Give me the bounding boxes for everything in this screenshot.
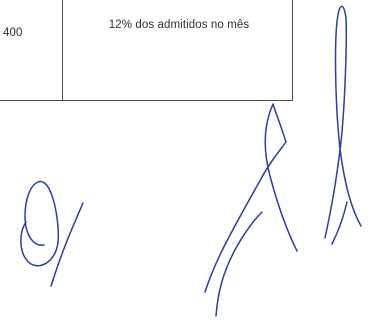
signature-left-loop [20,181,60,267]
signature-left-slash [50,202,84,287]
signature-right-small-swash [331,201,348,245]
signature-middle-curve [215,211,263,317]
table-right-border [292,0,293,101]
table-cell-value: 400 [3,27,23,39]
table-row: 400 12% dos admitidos no mês [0,0,377,101]
signature-middle-left-stroke [204,103,298,293]
table-left-divider [62,0,63,101]
table-cell-description: 12% dos admitidos no mês [108,19,250,31]
table-bottom-border [0,100,293,101]
